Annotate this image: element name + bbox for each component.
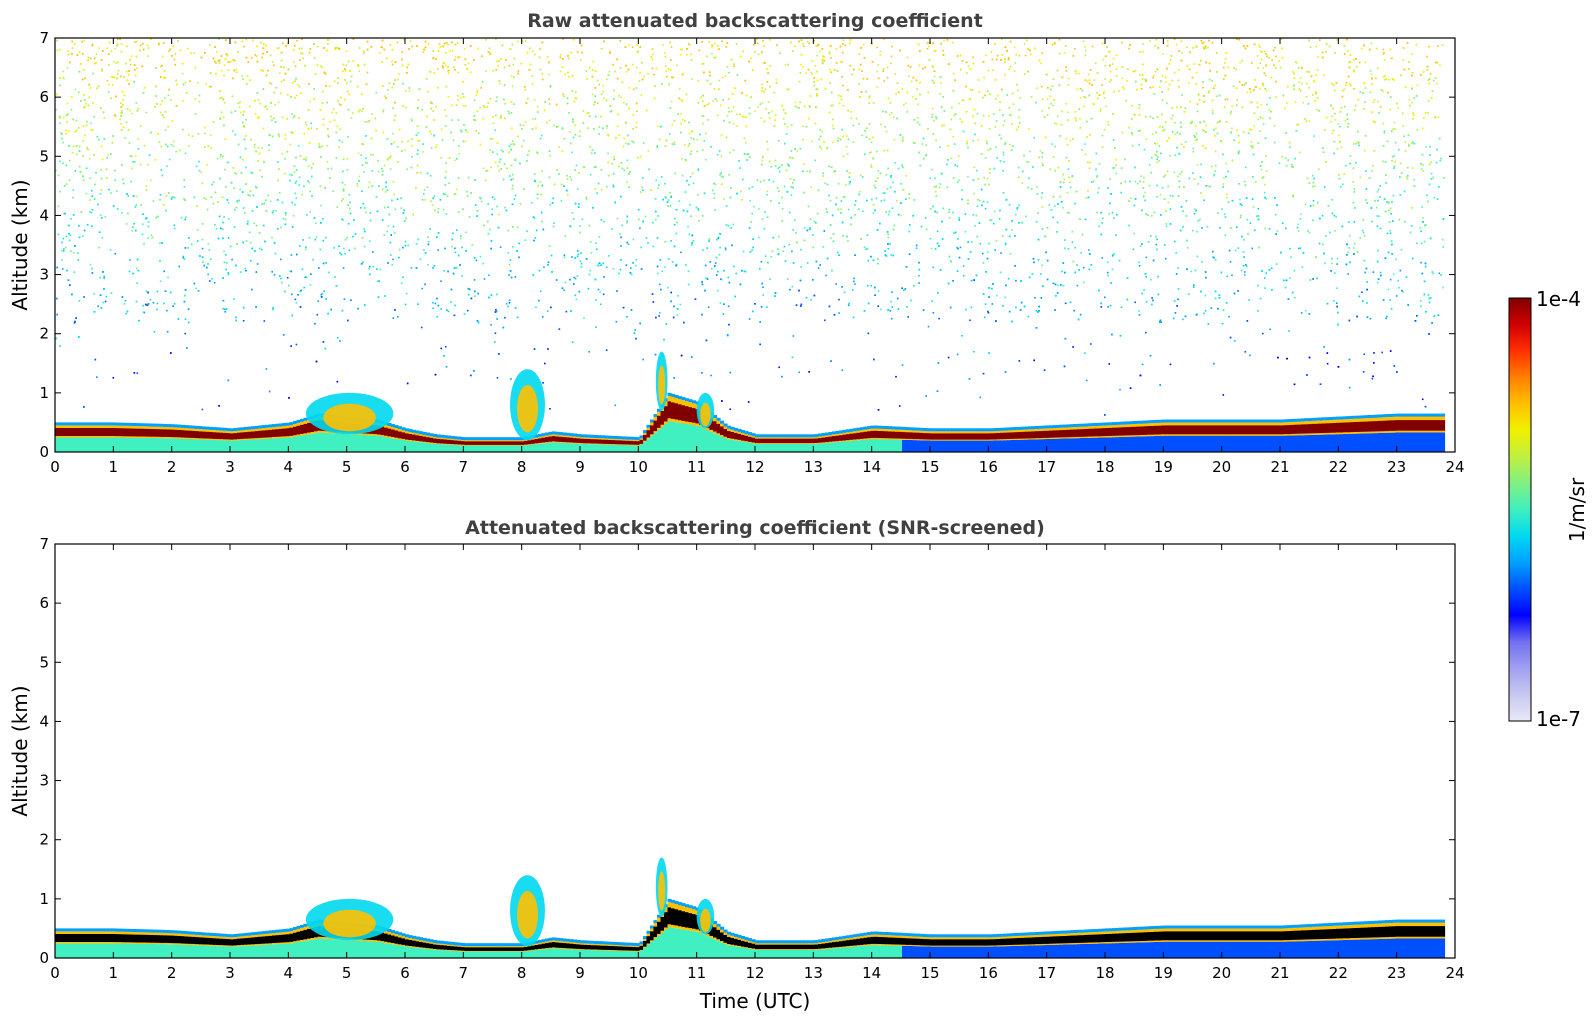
panel-raw: Raw attenuated backscattering coefficien…	[8, 10, 1465, 476]
y-tick-label: 0	[39, 949, 49, 967]
panel-raw-axes: 0 1 2 3 4 5 6 7 8 9 10 11 12 13 14 15 16 17 18 19 20 21 22 23 24…	[39, 29, 1464, 476]
y-tick-label: 1	[39, 890, 49, 908]
y-tick-label: 4	[39, 206, 49, 224]
x-tick-label: 1	[109, 964, 119, 982]
x-tick-label: 9	[575, 458, 585, 476]
x-tick-label: 14	[862, 458, 881, 476]
x-tick-label: 23	[1387, 458, 1406, 476]
x-tick-label: 20	[1212, 964, 1231, 982]
x-tick-label: 13	[804, 964, 823, 982]
y-tick-label: 7	[39, 535, 49, 553]
x-tick-label: 24	[1445, 964, 1464, 982]
x-tick-label: 3	[225, 964, 235, 982]
x-tick-label: 12	[745, 964, 764, 982]
y-tick-label: 3	[39, 266, 49, 284]
panel-snr-ylabel: Altitude (km)	[8, 685, 32, 816]
panel-raw-title: Raw attenuated backscattering coefficien…	[527, 10, 983, 32]
y-tick-label: 7	[39, 29, 49, 47]
x-tick-label: 0	[50, 964, 60, 982]
x-tick-label: 17	[1037, 964, 1056, 982]
x-tick-label: 19	[1154, 964, 1173, 982]
x-tick-label: 13	[804, 458, 823, 476]
panel-snr-axes: 0 1 2 3 4 5 6 7 8 9 10 11 12 13 14 15 16 17 18 19 20 21 22 23 24…	[39, 535, 1464, 982]
x-tick-label: 17	[1037, 458, 1056, 476]
colorbar-min-label: 1e-7	[1536, 707, 1581, 731]
y-tick-label: 4	[39, 712, 49, 730]
x-tick-label: 5	[342, 458, 352, 476]
panel-snr-title: Attenuated backscattering coefficient (S…	[465, 517, 1045, 539]
x-tick-label: 7	[459, 964, 469, 982]
panel-raw-ylabel: Altitude (km)	[8, 179, 32, 310]
x-tick-label: 1	[109, 458, 119, 476]
y-tick-label: 3	[39, 772, 49, 790]
x-tick-label: 8	[517, 458, 527, 476]
x-tick-label: 10	[629, 964, 648, 982]
x-tick-label: 8	[517, 964, 527, 982]
x-tick-label: 18	[1095, 964, 1114, 982]
x-tick-label: 3	[225, 458, 235, 476]
x-tick-label: 2	[167, 964, 177, 982]
x-tick-label: 14	[862, 964, 881, 982]
x-tick-label: 7	[459, 458, 469, 476]
y-tick-label: 1	[39, 384, 49, 402]
panel-snr-frame	[54, 543, 1456, 959]
x-tick-label: 22	[1329, 458, 1348, 476]
x-tick-label: 22	[1329, 964, 1348, 982]
x-tick-label: 15	[920, 458, 939, 476]
x-tick-label: 6	[400, 964, 410, 982]
panel-raw-frame	[54, 37, 1456, 453]
x-tick-label: 5	[342, 964, 352, 982]
x-tick-label: 4	[284, 458, 294, 476]
panel-snr: Attenuated backscattering coefficient (S…	[8, 517, 1465, 1013]
x-tick-label: 10	[629, 458, 648, 476]
colorbar-max-label: 1e-4	[1536, 287, 1581, 311]
x-tick-label: 24	[1445, 458, 1464, 476]
x-tick-label: 16	[979, 458, 998, 476]
x-tick-label: 20	[1212, 458, 1231, 476]
x-tick-label: 2	[167, 458, 177, 476]
y-tick-label: 6	[39, 88, 49, 106]
x-tick-label: 11	[687, 964, 706, 982]
y-tick-label: 5	[39, 147, 49, 165]
x-tick-label: 4	[284, 964, 294, 982]
x-tick-label: 21	[1270, 964, 1289, 982]
y-tick-label: 2	[39, 325, 49, 343]
colorbar-gradient	[1508, 297, 1532, 722]
x-tick-label: 15	[920, 964, 939, 982]
panel-snr-xlabel: Time (UTC)	[699, 989, 811, 1013]
x-tick-label: 19	[1154, 458, 1173, 476]
x-tick-label: 21	[1270, 458, 1289, 476]
x-tick-label: 23	[1387, 964, 1406, 982]
x-tick-label: 11	[687, 458, 706, 476]
colorbar-unit-label: 1/m/sr	[1565, 477, 1589, 542]
colorbar: 1e-4 1e-7 1/m/sr	[1508, 287, 1589, 731]
y-tick-label: 6	[39, 594, 49, 612]
panel-snr-heatmap	[55, 857, 1446, 958]
panel-raw-heatmap	[55, 38, 1446, 452]
y-tick-label: 2	[39, 831, 49, 849]
x-tick-label: 0	[50, 458, 60, 476]
x-tick-label: 16	[979, 964, 998, 982]
x-tick-label: 6	[400, 458, 410, 476]
x-tick-label: 9	[575, 964, 585, 982]
x-tick-label: 12	[745, 458, 764, 476]
y-tick-label: 0	[39, 443, 49, 461]
x-tick-label: 18	[1095, 458, 1114, 476]
y-tick-label: 5	[39, 653, 49, 671]
